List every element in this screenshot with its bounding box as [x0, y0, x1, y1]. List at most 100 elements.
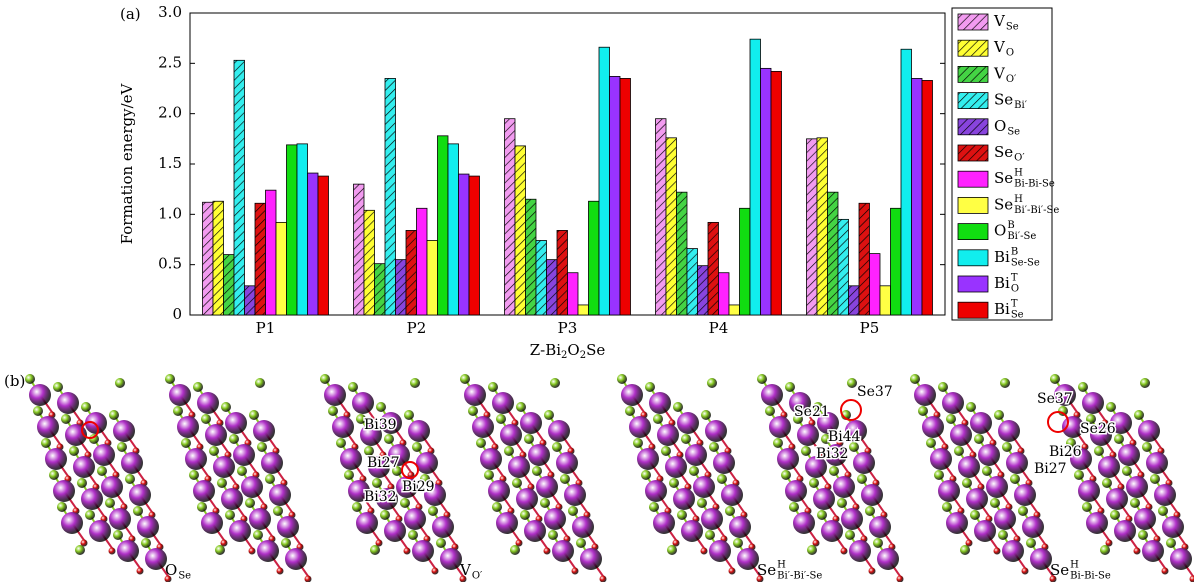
atom-se	[49, 470, 59, 480]
atom-bi	[841, 508, 863, 530]
atom-bi	[713, 452, 735, 474]
atom-se	[512, 478, 522, 488]
atom-se	[532, 466, 542, 476]
atom-se	[733, 538, 743, 548]
atom-se	[524, 434, 534, 444]
legend-swatch	[958, 250, 988, 266]
legend-label-sub: Se-Se	[1011, 257, 1040, 268]
atom-bi	[797, 424, 819, 446]
atom-bi	[813, 488, 835, 510]
atom-se	[69, 446, 79, 456]
atom-bi	[528, 444, 550, 466]
atom-bi	[548, 420, 570, 442]
x-axis-label-part: Z-Bi	[530, 341, 562, 359]
atom-bi	[649, 392, 671, 414]
atom-bi	[564, 484, 586, 506]
atom-bi	[352, 392, 374, 414]
atom-bi	[277, 516, 299, 538]
atom-bi	[1014, 484, 1036, 506]
atom-label: Se21	[794, 404, 830, 420]
legend-label: V	[993, 12, 1006, 30]
y-axis-label: Formation energy/eV	[118, 83, 136, 245]
atom-bi	[404, 508, 426, 530]
atom-bi	[1098, 456, 1120, 478]
atom-se	[165, 374, 175, 384]
atom-bi	[193, 480, 215, 502]
atom-label: Se37	[1037, 391, 1073, 407]
atom-bi	[946, 512, 968, 534]
atom-se	[237, 466, 247, 476]
atom-bi	[938, 480, 960, 502]
atom-se	[412, 442, 422, 452]
atom-se	[1094, 446, 1104, 456]
atom-bi	[721, 484, 743, 506]
atom-bi	[536, 476, 558, 498]
atom-bi	[205, 424, 227, 446]
atom-bi	[340, 448, 362, 470]
legend-swatch	[958, 171, 988, 187]
atom-bi	[966, 488, 988, 510]
atom-bi	[408, 420, 430, 442]
atom-bi	[556, 452, 578, 474]
atom-se	[221, 402, 231, 412]
atom-bi	[1118, 444, 1140, 466]
atom-se	[801, 446, 811, 456]
atom-bi	[45, 448, 67, 470]
legend-label: Se	[994, 195, 1013, 213]
atom-bi	[930, 448, 952, 470]
y-tick-label: 0	[172, 305, 182, 323]
atom-se	[33, 406, 43, 416]
atom-se	[376, 402, 386, 412]
atom-se	[994, 410, 1004, 420]
atom-bi	[1170, 548, 1192, 570]
y-tick-label: 2.5	[158, 53, 182, 71]
bar	[578, 305, 589, 315]
legend-label-sub: Bi-Bi-Se	[1014, 179, 1055, 190]
legend-label-sup: T	[1011, 299, 1018, 310]
panel-label: (a)	[120, 5, 141, 23]
atom-se	[1140, 378, 1150, 388]
atom-bi	[145, 548, 167, 570]
atom-se	[173, 406, 183, 416]
atom-bi	[677, 412, 699, 434]
bar	[375, 264, 386, 315]
atom-bi	[1162, 516, 1184, 538]
atom-se	[109, 410, 119, 420]
atom-se	[845, 530, 855, 540]
atom-se	[61, 414, 71, 424]
atom-se	[1102, 478, 1112, 488]
bar	[761, 68, 772, 315]
legend-label: Se	[994, 91, 1013, 109]
atom-label: Bi26	[1049, 444, 1082, 460]
atom-o	[897, 576, 904, 583]
bar	[828, 192, 839, 315]
atom-se	[352, 502, 362, 512]
atom-bi	[57, 392, 79, 414]
atom-se	[320, 374, 330, 384]
legend-label: V	[993, 38, 1006, 56]
legend-label: Bi	[994, 274, 1010, 292]
atom-bi	[761, 384, 783, 406]
atom-se	[209, 446, 219, 456]
atom-bi	[853, 452, 875, 474]
atom-bi	[416, 452, 438, 474]
bar	[448, 144, 459, 315]
bar	[750, 39, 761, 315]
atom-bi	[665, 456, 687, 478]
legend-label-sub: Bi′	[1014, 100, 1028, 111]
atom-se	[649, 502, 659, 512]
atom-bi	[1082, 392, 1104, 414]
legend-label-sub: Se	[1006, 22, 1019, 33]
bar	[245, 286, 256, 315]
atom-bi	[657, 424, 679, 446]
atom-bi	[693, 476, 715, 498]
x-tick-label: P4	[709, 319, 729, 337]
atom-bi	[197, 392, 219, 414]
atom-o	[404, 548, 411, 555]
atom-se	[1134, 410, 1144, 420]
atom-bi	[201, 512, 223, 534]
atom-o	[305, 576, 312, 583]
atom-se	[970, 510, 980, 520]
legend-label-sup: B	[1007, 220, 1014, 231]
atom-bi	[249, 508, 271, 530]
